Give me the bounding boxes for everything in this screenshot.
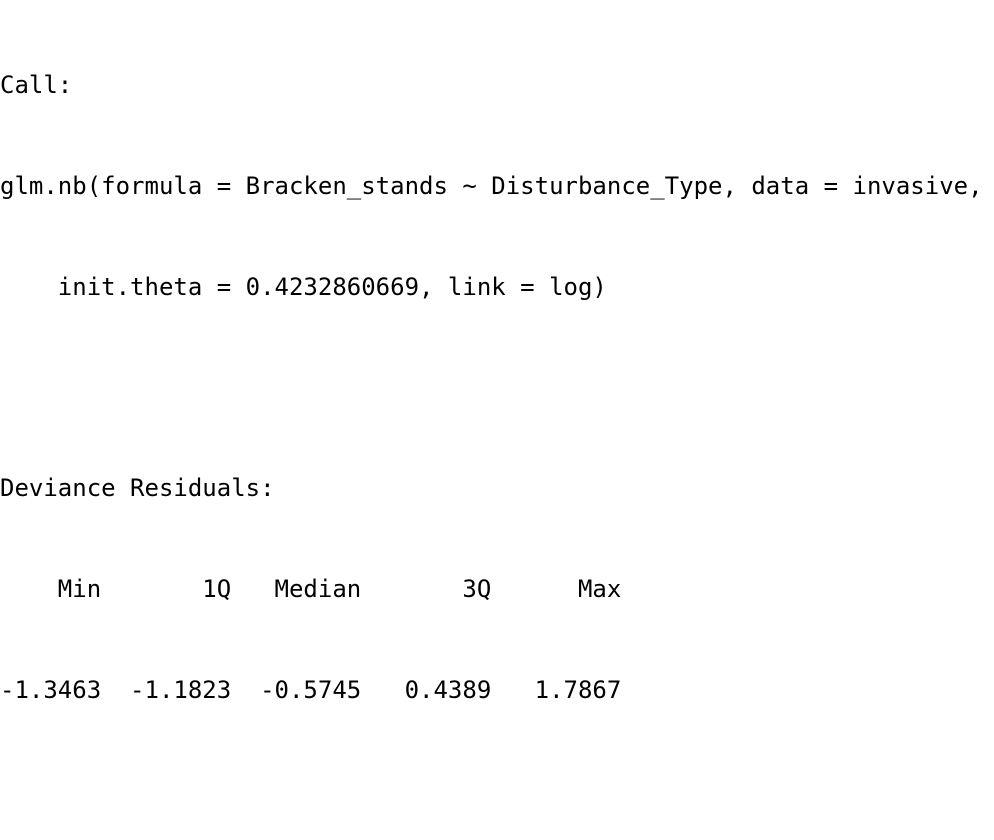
call-line-2: init.theta = 0.4232860669, link = log)	[0, 272, 607, 301]
residuals-values: -1.3463 -1.1823 -0.5745 0.4389 1.7867	[0, 675, 622, 704]
residuals-header: Min 1Q Median 3Q Max	[0, 575, 622, 604]
console-output: Call: glm.nb(formula = Bracken_stands ~ …	[0, 71, 994, 704]
call-heading: Call:	[0, 71, 73, 100]
blank-line	[0, 372, 994, 406]
residuals-heading: Deviance Residuals:	[0, 474, 275, 503]
blank-line	[0, 775, 994, 809]
call-line-1: glm.nb(formula = Bracken_stands ~ Distur…	[0, 171, 983, 200]
